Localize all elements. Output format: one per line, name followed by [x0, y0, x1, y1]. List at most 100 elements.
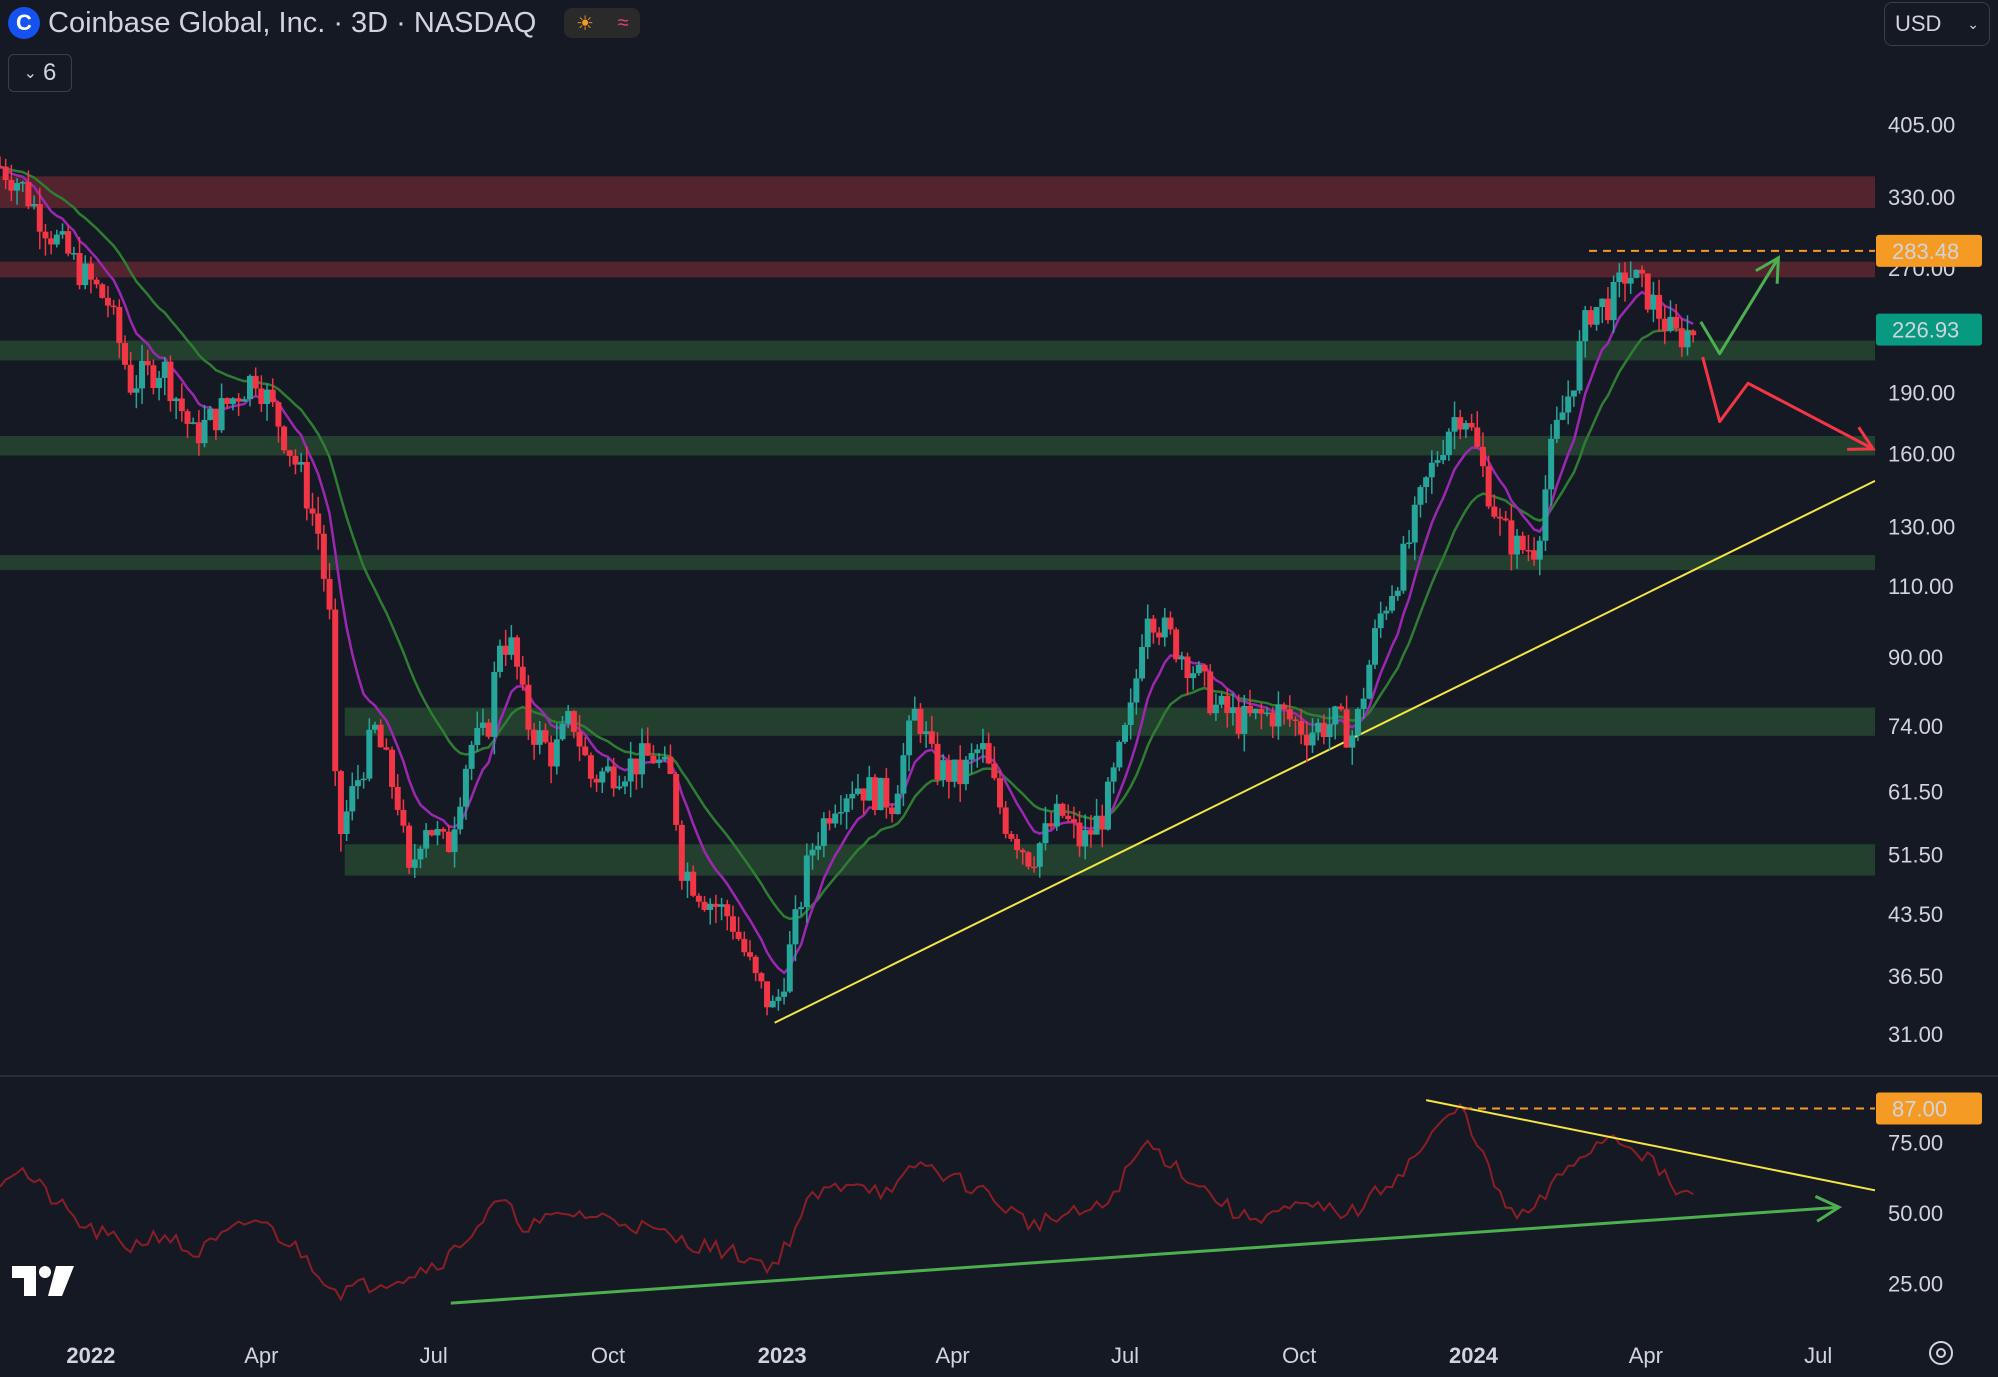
- candle: [2, 166, 9, 181]
- candle: [440, 828, 447, 832]
- price-tick-label: 36.50: [1888, 964, 1943, 989]
- candle: [928, 731, 935, 744]
- time-tick-label: Apr: [1629, 1343, 1663, 1368]
- candle: [604, 766, 611, 772]
- candle: [803, 855, 810, 908]
- candle: [872, 777, 878, 811]
- candle: [1417, 487, 1424, 505]
- candle: [1457, 417, 1464, 430]
- candle: [1559, 412, 1566, 420]
- price-tick-label: 61.50: [1888, 780, 1943, 805]
- candle: [1133, 678, 1140, 703]
- candle: [860, 788, 867, 801]
- candle: [514, 637, 521, 667]
- candle: [87, 263, 94, 280]
- support-zone: [344, 844, 1875, 876]
- bullish-projection-arrow: [1699, 257, 1780, 356]
- candle: [616, 786, 623, 789]
- rsi-arrow-head: [1814, 1195, 1843, 1223]
- candle: [1122, 724, 1128, 742]
- candle: [1059, 803, 1066, 816]
- bearish-projection-arrow-head: [1847, 426, 1876, 451]
- candle: [610, 766, 617, 789]
- bearish-projection-arrow: [1701, 356, 1874, 451]
- candle: [644, 743, 651, 756]
- candle: [53, 234, 60, 245]
- candle: [1354, 708, 1361, 736]
- candle: [201, 419, 208, 444]
- candle: [945, 760, 952, 782]
- candle: [1224, 695, 1231, 714]
- candle: [758, 973, 765, 982]
- candle: [1656, 294, 1663, 319]
- candle: [764, 981, 771, 1008]
- candle: [979, 743, 986, 750]
- candle: [133, 388, 140, 393]
- currency-selector[interactable]: USD ⌄: [1884, 2, 1990, 46]
- candle: [940, 760, 947, 780]
- support-zone: [0, 340, 1875, 361]
- price-zones: [0, 176, 1875, 876]
- candle: [1474, 427, 1481, 447]
- indicators-collapse-button[interactable]: ⌄ 6: [8, 54, 72, 92]
- candle: [815, 845, 822, 850]
- price-tick-label: 110.00: [1888, 574, 1954, 599]
- candle: [1201, 664, 1208, 672]
- candle: [1587, 310, 1594, 325]
- candle: [1286, 709, 1293, 720]
- candle: [877, 777, 884, 811]
- sun-icon: ☀: [576, 12, 595, 35]
- candle: [1076, 822, 1083, 847]
- candle: [36, 203, 43, 232]
- candle: [497, 645, 503, 672]
- candle: [292, 455, 299, 465]
- candle: [1633, 269, 1640, 278]
- candle: [1104, 781, 1111, 830]
- candle: [519, 666, 526, 685]
- candle: [1116, 741, 1123, 768]
- candle: [1576, 341, 1583, 391]
- candle: [218, 398, 225, 431]
- candle: [457, 806, 464, 830]
- candle: [1400, 543, 1407, 591]
- time-tick-label: Oct: [1282, 1343, 1316, 1368]
- candle: [1423, 477, 1430, 488]
- candle: [1548, 438, 1555, 490]
- candle: [1360, 698, 1367, 709]
- candle: [587, 755, 594, 779]
- rsi-axis: 75.00 50.00 25.00 87.00: [1876, 1092, 1982, 1296]
- candle: [798, 907, 805, 910]
- candle: [275, 402, 282, 427]
- candle: [451, 829, 458, 853]
- candle: [707, 903, 714, 910]
- rsi-tick-label: 25.00: [1888, 1271, 1943, 1296]
- price-axis: 405.00330.00270.00190.00160.00130.00110.…: [1876, 113, 1982, 1047]
- candle: [309, 508, 316, 514]
- candle: [1303, 734, 1310, 746]
- candle: [1019, 850, 1026, 853]
- candle: [775, 996, 782, 1001]
- candle: [360, 778, 367, 781]
- symbol-header[interactable]: C Coinbase Global, Inc. · 3D · NASDAQ ☀ …: [8, 6, 641, 40]
- candle: [792, 909, 799, 945]
- candle: [1445, 431, 1452, 455]
- candle: [1281, 704, 1288, 710]
- candle: [889, 807, 896, 815]
- candle: [1252, 709, 1259, 714]
- candle: [1320, 722, 1327, 737]
- candle: [809, 849, 816, 856]
- candle: [31, 203, 38, 207]
- candle: [968, 753, 975, 760]
- candle: [1144, 618, 1151, 647]
- candle: [962, 759, 969, 785]
- candle: [712, 903, 719, 907]
- candle: [735, 931, 742, 939]
- coinbase-logo-icon: C: [8, 7, 40, 39]
- candle: [1053, 803, 1060, 827]
- gear-icon[interactable]: [1926, 1338, 1956, 1368]
- last-price-label-bg: [1876, 313, 1982, 346]
- ema-fast-line: [0, 165, 1694, 975]
- candle: [1292, 719, 1299, 722]
- session-indicators[interactable]: ☀ ≈: [564, 8, 641, 38]
